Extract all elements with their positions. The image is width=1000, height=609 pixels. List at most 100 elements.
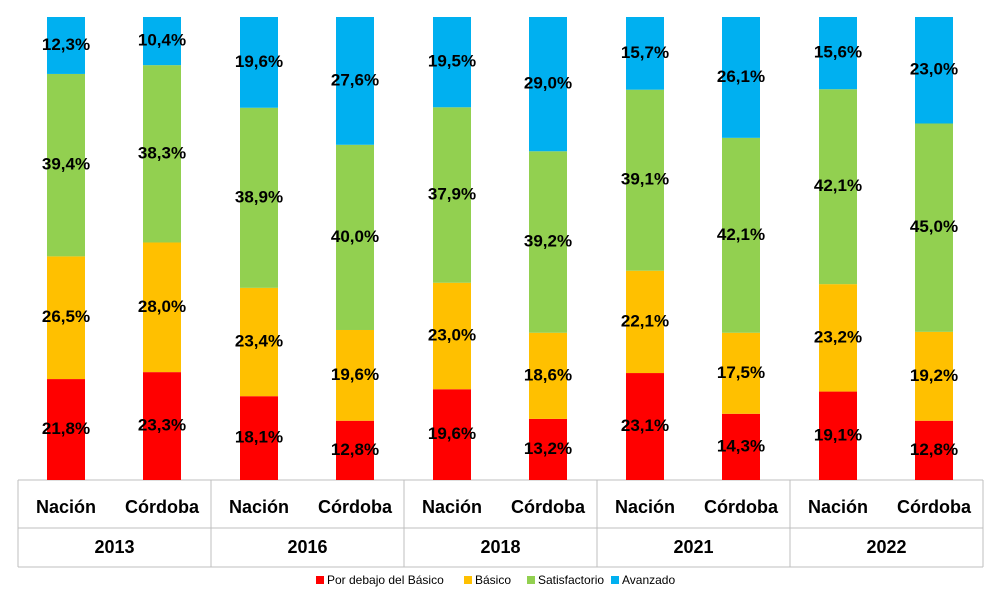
bar-segment xyxy=(240,287,278,397)
bar-segment xyxy=(336,17,374,145)
value-label: 26,1% xyxy=(717,67,765,86)
legend-swatch xyxy=(316,576,324,584)
value-label: 39,1% xyxy=(621,170,669,189)
category-label: Córdoba xyxy=(511,497,586,517)
value-label: 38,3% xyxy=(138,143,186,162)
value-label: 12,8% xyxy=(331,440,379,459)
legend-label: Satisfactorio xyxy=(538,573,604,587)
bar-segment xyxy=(626,17,664,90)
value-label: 27,6% xyxy=(331,70,379,89)
bar-segment xyxy=(626,373,664,480)
value-label: 40,0% xyxy=(331,227,379,246)
value-label: 19,6% xyxy=(235,52,283,71)
value-label: 19,6% xyxy=(428,424,476,443)
value-label: 37,9% xyxy=(428,185,476,204)
value-label: 10,4% xyxy=(138,31,186,50)
bar-segment xyxy=(240,17,278,108)
category-label: Córdoba xyxy=(318,497,393,517)
group-label: 2016 xyxy=(287,537,327,557)
value-label: 39,4% xyxy=(42,155,90,174)
value-label: 18,6% xyxy=(524,365,572,384)
value-label: 29,0% xyxy=(524,74,572,93)
value-label: 39,2% xyxy=(524,232,572,251)
category-label: Nación xyxy=(36,497,96,517)
value-label: 12,3% xyxy=(42,35,90,54)
bar-segment xyxy=(433,389,471,480)
bar-segment xyxy=(915,123,953,332)
category-label: Nación xyxy=(422,497,482,517)
bar-segment xyxy=(722,413,760,480)
bar-segment xyxy=(240,107,278,288)
bar-segment xyxy=(47,256,85,380)
value-label: 22,1% xyxy=(621,311,669,330)
legend-label: Básico xyxy=(475,573,511,587)
bar-segment xyxy=(47,73,85,257)
bar-segment xyxy=(143,65,181,243)
bar-segment xyxy=(336,420,374,480)
bar-segment xyxy=(722,332,760,414)
bar-segment xyxy=(529,418,567,480)
bar-segment xyxy=(722,137,760,333)
bar-segment xyxy=(143,372,181,480)
value-label: 23,2% xyxy=(814,327,862,346)
value-label: 15,6% xyxy=(814,43,862,62)
group-label: 2013 xyxy=(94,537,134,557)
value-label: 23,3% xyxy=(138,416,186,435)
legend-label: Avanzado xyxy=(622,573,675,587)
bar-segment xyxy=(433,107,471,283)
bar-segment xyxy=(433,282,471,390)
legend-label: Por debajo del Básico xyxy=(327,573,444,587)
bar-segment xyxy=(47,379,85,480)
value-label: 18,1% xyxy=(235,428,283,447)
category-label: Nación xyxy=(808,497,868,517)
value-label: 19,1% xyxy=(814,425,862,444)
value-label: 14,3% xyxy=(717,436,765,455)
bar-segment xyxy=(240,396,278,480)
bar-segment xyxy=(722,17,760,138)
legend-swatch xyxy=(527,576,535,584)
value-label: 23,4% xyxy=(235,332,283,351)
value-label: 26,5% xyxy=(42,307,90,326)
bar-segment xyxy=(819,17,857,90)
value-label: 19,6% xyxy=(331,365,379,384)
bar-segment xyxy=(915,331,953,421)
group-label: 2021 xyxy=(673,537,713,557)
bar-segment xyxy=(819,89,857,285)
value-label: 42,1% xyxy=(717,225,765,244)
value-label: 12,8% xyxy=(910,440,958,459)
value-label: 28,0% xyxy=(138,297,186,316)
value-label: 19,2% xyxy=(910,366,958,385)
category-label: Nación xyxy=(229,497,289,517)
bar-segment xyxy=(626,270,664,374)
value-label: 23,0% xyxy=(428,325,476,344)
value-label: 21,8% xyxy=(42,419,90,438)
bar-segment xyxy=(819,391,857,480)
bar-segment xyxy=(433,17,471,108)
bar-segment xyxy=(626,89,664,271)
bar-segment xyxy=(529,151,567,333)
value-label: 19,5% xyxy=(428,52,476,71)
bar-segment xyxy=(336,144,374,330)
value-label: 45,0% xyxy=(910,217,958,236)
category-label: Córdoba xyxy=(704,497,779,517)
legend-swatch xyxy=(611,576,619,584)
category-label: Nación xyxy=(615,497,675,517)
bar-segment xyxy=(529,17,567,152)
bar-segment xyxy=(819,284,857,392)
value-label: 17,5% xyxy=(717,363,765,382)
value-label: 42,1% xyxy=(814,176,862,195)
group-label: 2018 xyxy=(480,537,520,557)
group-label: 2022 xyxy=(866,537,906,557)
bar-segment xyxy=(336,329,374,421)
value-label: 23,1% xyxy=(621,416,669,435)
value-label: 23,0% xyxy=(910,60,958,79)
bar-segment xyxy=(143,17,181,66)
legend-swatch xyxy=(464,576,472,584)
category-label: Córdoba xyxy=(125,497,200,517)
bar-segment xyxy=(915,420,953,480)
value-label: 38,9% xyxy=(235,187,283,206)
bar-segment xyxy=(915,17,953,124)
bar-segment xyxy=(529,332,567,419)
category-label: Córdoba xyxy=(897,497,972,517)
